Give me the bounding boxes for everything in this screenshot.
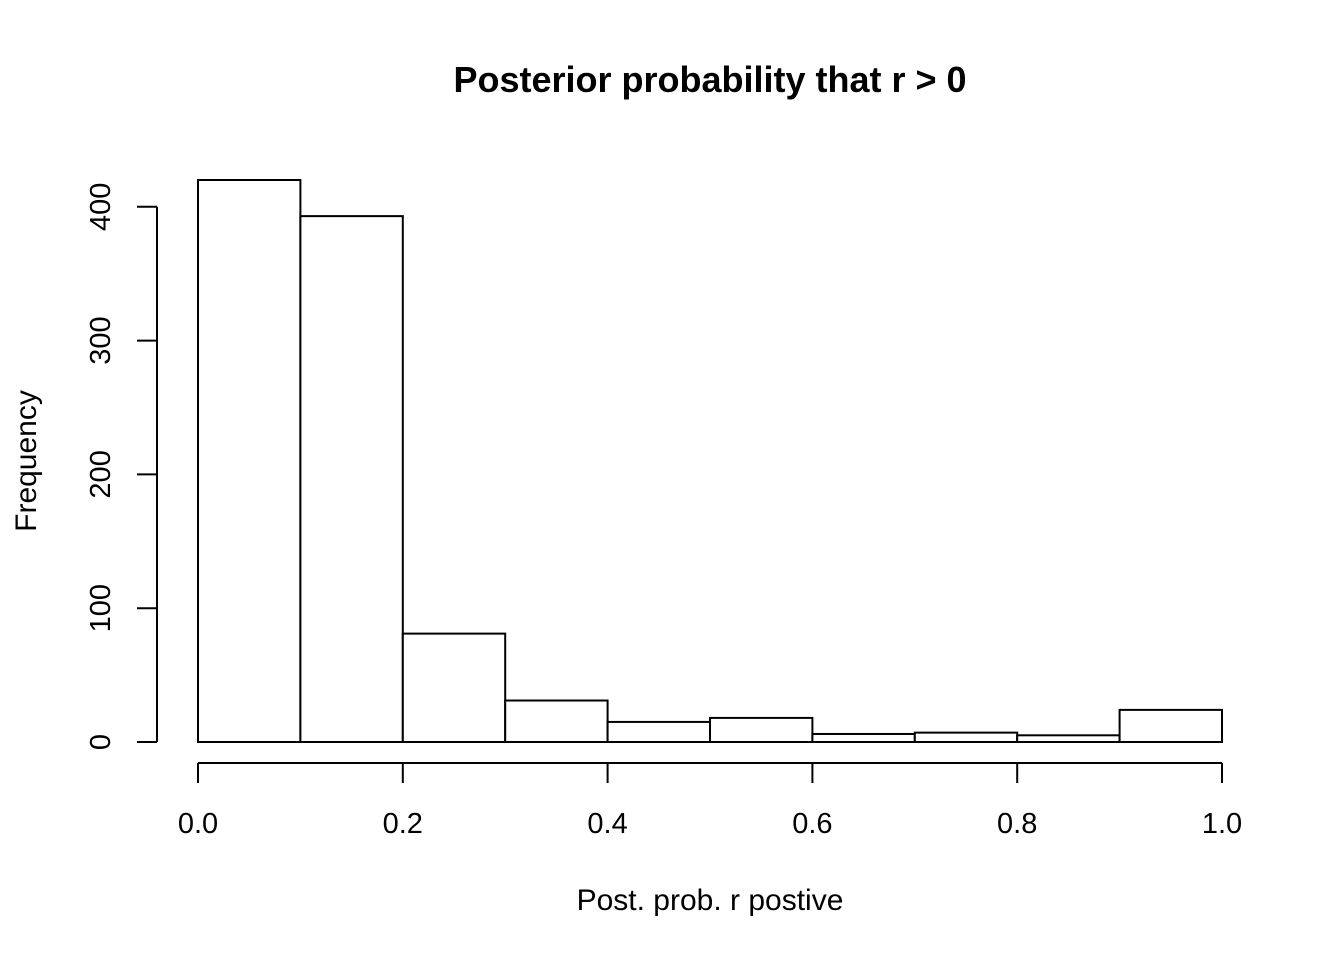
y-tick-label-0: 0 bbox=[85, 734, 117, 750]
histogram-bar-6 bbox=[811, 732, 916, 744]
histogram-bar-3 bbox=[504, 699, 609, 743]
y-axis-label: Frequency bbox=[10, 390, 43, 532]
x-tick-label-4: 0.8 bbox=[997, 808, 1037, 840]
x-tick-label-2: 0.4 bbox=[587, 808, 627, 840]
y-axis: 0 100 200 300 400 bbox=[85, 183, 158, 750]
x-axis-label: Post. prob. r postive bbox=[577, 884, 844, 917]
y-tick-label-2: 200 bbox=[85, 450, 117, 498]
x-tick-label-1: 0.2 bbox=[383, 808, 423, 840]
x-tick-label-3: 0.6 bbox=[792, 808, 832, 840]
histogram-bar-0 bbox=[197, 179, 302, 743]
histogram-bar-1 bbox=[299, 215, 404, 743]
y-tick-label-4: 400 bbox=[85, 183, 117, 231]
histogram-bar-7 bbox=[913, 731, 1019, 744]
histogram-bar-9 bbox=[1118, 708, 1223, 744]
histogram-bar-4 bbox=[606, 720, 711, 744]
x-tick-label-5: 1.0 bbox=[1202, 808, 1242, 840]
bars-group bbox=[197, 179, 1223, 744]
histogram-bar-2 bbox=[401, 632, 507, 743]
chart-title: Posterior probability that r > 0 bbox=[453, 59, 966, 100]
histogram-bar-8 bbox=[1016, 734, 1121, 743]
x-tick-label-0: 0.0 bbox=[178, 808, 218, 840]
histogram-bar-5 bbox=[709, 716, 814, 744]
y-tick-label-1: 100 bbox=[85, 584, 117, 632]
y-tick-label-3: 300 bbox=[85, 316, 117, 364]
x-axis: 0.0 0.2 0.4 0.6 0.8 1.0 bbox=[178, 762, 1242, 840]
